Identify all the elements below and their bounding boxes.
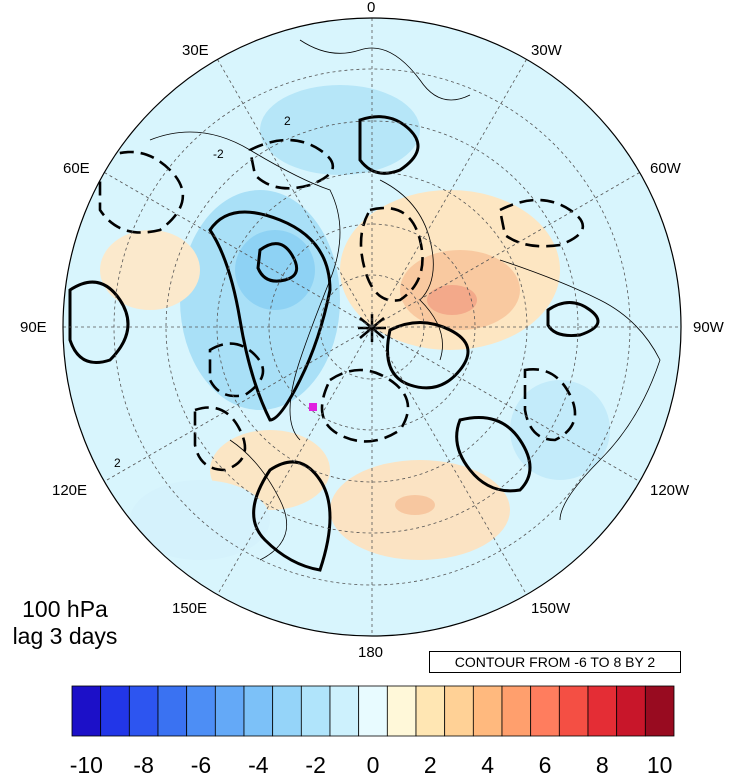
neutral-region [130,480,270,560]
contour-positive-siberia-inner [256,242,299,283]
colorbar-swatch [71,685,102,737]
colorbar-swatch [128,685,159,737]
colorbar-tick-label: 4 [481,752,495,778]
colorbar-tick-label: -2 [305,752,326,778]
contour-negative-mongolia [208,342,265,398]
contour-negative-europe [248,138,335,190]
colorbar-swatch [157,685,188,737]
lon-label-120w: 120W [650,482,690,499]
colorbar-swatch [272,685,302,737]
colorbar-swatch [243,685,274,737]
contour-label: -2 [213,147,224,161]
negative-anomaly-europe [260,85,420,175]
lon-label-150e: 150E [172,600,208,617]
negative-anomaly-north-america [510,380,610,480]
colorbar-swatch [558,685,589,737]
contour-positive-europe [358,115,420,175]
colorbar-swatch [100,685,130,737]
colorbar-tick-label: -4 [248,752,269,778]
contour-positive-pole [386,321,470,390]
coastline-east-asia [229,439,288,561]
positive-anomaly-max [427,285,477,315]
contour-positive-east-asia [252,460,332,572]
colorbar-tick-label: 6 [538,752,552,778]
colorbar-swatch [644,685,675,737]
lon-label-90w: 90W [693,319,724,336]
coastline-europe [299,39,471,101]
colorbar-swatch [329,685,360,737]
colorbar-tick-label: 2 [423,752,437,778]
positive-anomaly-asia [100,230,200,310]
coastline-asia [149,131,341,441]
lon-label-120e: 120E [52,482,88,499]
panel-annotation: 100 hPa lag 3 days [0,596,130,650]
negative-anomaly-siberia-core [235,230,315,310]
lon-label-180: 180 [358,644,384,661]
lon-label-0: 0 [367,0,376,16]
contour-negative-atlantic [498,198,585,248]
lon-label-150w: 150W [531,600,571,617]
contour-positive-north-america [546,301,600,337]
colorbar-swatch [530,685,560,737]
map-boundary [62,17,682,637]
colorbar-swatch [358,685,388,737]
contour-negative-japan [193,406,247,472]
colorbar-swatch [186,685,216,737]
coastline-north-america [499,259,661,521]
contour-negative-bering [320,368,410,443]
contour-info-box: CONTOUR FROM -6 TO 8 BY 2 [429,651,681,673]
colorbar-tick-label: -10 [69,752,103,778]
pressure-level: 100 hPa [22,596,108,622]
colorbar-swatch [300,685,331,737]
coastline-greenland [379,179,443,361]
colorbar-swatch [587,685,618,737]
colorbar-swatch [415,685,446,737]
contour-label: 2 [114,456,121,470]
contour-positive-asia-west [68,280,130,364]
colorbar-tick-label: 8 [595,752,609,778]
colorbar-tick-label: -8 [133,752,154,778]
contour-negative-greenland [359,206,424,302]
colorbar-tick-label: 0 [366,752,380,778]
positive-anomaly-pacific-core [395,495,435,515]
colorbar-swatch [501,685,532,737]
contour-positive-siberia [208,210,332,422]
colorbar-swatch [616,685,646,737]
lag-label: lag 3 days [12,623,118,649]
lon-label-90e: 90E [20,319,47,336]
lon-label-60w: 60W [650,160,681,177]
colorbar-tick-label: 10 [646,752,673,778]
colorbar-tick-label: -6 [190,752,212,778]
colorbar-swatch [472,685,503,737]
colorbar-swatch [214,685,245,737]
lon-label-30e: 30E [182,42,209,59]
lon-label-30w: 30W [531,42,562,59]
contour-negative-canada [523,367,577,442]
colorbar-swatch [386,685,417,737]
contour-positive-pacific [455,416,532,493]
colorbar [71,685,675,737]
lon-label-60e: 60E [63,160,90,177]
colorbar-swatch [444,685,474,737]
contour-label: 2 [284,114,291,128]
location-marker [309,403,317,411]
contour-negative-west-asia [98,150,185,234]
graticule [63,18,681,636]
